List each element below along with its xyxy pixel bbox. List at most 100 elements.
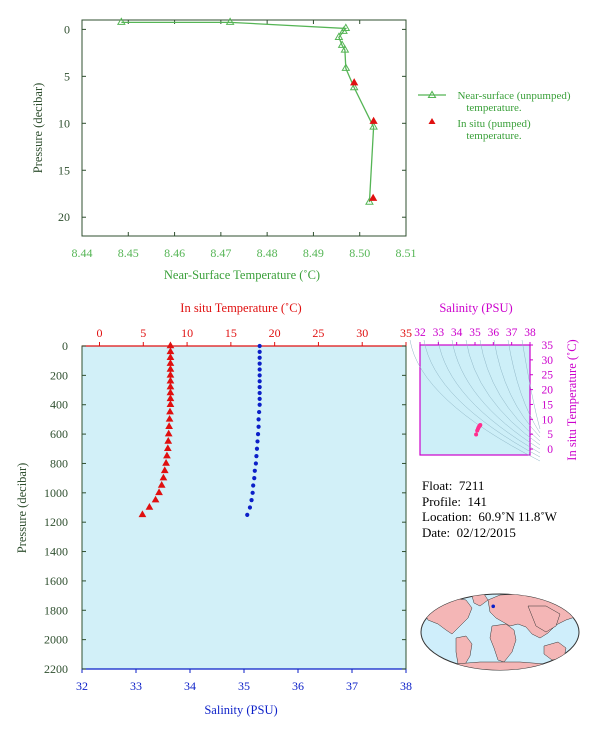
salinity-tick-label: 34 xyxy=(184,679,196,693)
ts-salinity-axis-label: Salinity (PSU) xyxy=(439,301,512,315)
legend-near-surface-label-line2: temperature. xyxy=(466,102,522,114)
salinity-point xyxy=(251,483,256,488)
ts-points xyxy=(474,422,483,437)
float-id-value: 7211 xyxy=(458,478,485,493)
ts-salinity-tick-label: 33 xyxy=(433,327,445,339)
temperature-tick-label: 5 xyxy=(140,326,146,340)
salinity-tick-label: 38 xyxy=(400,679,412,693)
float-id-label: Float: xyxy=(422,478,453,493)
near-surface-y-tick-label: 20 xyxy=(58,210,70,224)
salinity-point xyxy=(257,379,262,384)
near-surface-y-axis-label: Pressure (decibar) xyxy=(31,83,45,174)
pressure-tick-label: 0 xyxy=(62,339,68,353)
temperature-axis-label: In situ Temperature (˚C) xyxy=(180,301,301,315)
salinity-point xyxy=(257,409,262,415)
pressure-tick-label: 2200 xyxy=(44,662,68,676)
salinity-point xyxy=(252,476,257,481)
pressure-tick-label: 800 xyxy=(50,456,68,470)
ts-temperature-tick-label: 0 xyxy=(547,444,553,456)
ts-temperature-axis-label: In situ Temperature (˚C) xyxy=(565,339,579,460)
in-situ-point xyxy=(369,193,378,201)
near-surface-x-axis-label: Near-Surface Temperature (˚C) xyxy=(164,268,320,282)
depth-profile-plot-frame xyxy=(81,345,407,670)
salinity-point xyxy=(257,367,262,372)
location-row: Location: 60.9˚N 11.8˚W xyxy=(422,509,557,525)
legend-near-surface-marker xyxy=(427,90,437,99)
temperature-point xyxy=(151,495,160,503)
near-surface-x-tick-label: 8.51 xyxy=(396,246,417,260)
density-contour xyxy=(521,339,541,430)
near-surface-x-tick-label: 8.46 xyxy=(164,246,185,260)
ts-temperature-tick-label: 30 xyxy=(542,355,554,367)
salinity-point xyxy=(257,349,262,354)
salinity-tick-label: 37 xyxy=(346,679,358,693)
salinity-point xyxy=(257,402,262,407)
date-value: 02/12/2015 xyxy=(456,524,516,540)
salinity-point xyxy=(250,490,255,495)
profile-row: Profile: 141 xyxy=(422,494,557,510)
salinity-point xyxy=(255,431,261,437)
salinity-point xyxy=(247,505,253,510)
near-surface-series xyxy=(116,17,378,205)
salinity-point xyxy=(257,390,262,396)
density-contour xyxy=(409,339,541,462)
temperature-tick-label: 30 xyxy=(356,326,368,340)
ts-plot-frame xyxy=(419,344,531,456)
near-surface-y-tick-label: 5 xyxy=(64,69,70,83)
near-surface-panel: 8.44 8.45 8.46 8.47 8.48 8.49 8.50 8.51 0 5 10 15 2… xyxy=(31,17,571,282)
near-surface-point xyxy=(116,17,126,25)
salinity-point xyxy=(255,439,260,444)
ts-salinity-ticks: 32 33 34 35 36 37 38 xyxy=(414,327,536,345)
temperature-point xyxy=(166,400,175,408)
map-land-south-america xyxy=(455,635,473,667)
ts-temperature-tick-label: 5 xyxy=(547,429,553,441)
float-info: Float: 7211 Profile: 141 Location: 60.9˚… xyxy=(422,478,557,540)
near-surface-point xyxy=(369,122,378,130)
pressure-tick-label: 1400 xyxy=(44,545,68,559)
near-surface-x-tick-label: 8.47 xyxy=(210,246,231,260)
ts-temperature-tick-label: 35 xyxy=(542,340,554,352)
salinity-profile-points xyxy=(245,343,262,517)
salinity-point xyxy=(249,498,254,503)
near-surface-point xyxy=(225,17,235,25)
temperature-tick-label: 0 xyxy=(97,326,103,340)
location-value: 60.9˚N 11.8˚W xyxy=(478,509,557,524)
density-contour xyxy=(493,339,541,438)
temperature-tick-label: 20 xyxy=(269,326,281,340)
location-label: Location: xyxy=(422,509,472,524)
temperature-tick-label: 10 xyxy=(181,326,193,340)
ts-salinity-tick-label: 38 xyxy=(524,327,536,339)
map-land-asia-east xyxy=(527,605,561,633)
date-label: Date: xyxy=(422,524,451,540)
temperature-point xyxy=(145,503,154,510)
temperature-tick-label: 25 xyxy=(312,326,324,340)
depth-profile-panel: 0 5 10 15 20 25 30 35 32 33 34 35 36 37 38 0 200 400 600… xyxy=(15,301,412,717)
near-surface-plot-frame xyxy=(81,19,407,237)
ts-point xyxy=(474,432,479,437)
date-row: Date: 02/12/2015 xyxy=(422,525,557,541)
salinity-tick-label: 35 xyxy=(238,679,250,693)
density-contour xyxy=(451,339,541,450)
near-surface-x-tick-label: 8.49 xyxy=(303,246,324,260)
density-contour xyxy=(423,339,541,458)
salinity-point xyxy=(254,446,260,451)
ts-temperature-tick-label: 25 xyxy=(542,370,554,382)
salinity-point xyxy=(257,396,262,401)
ts-salinity-tick-label: 37 xyxy=(506,327,518,339)
salinity-point xyxy=(256,424,261,429)
temperature-ticks: 0 5 10 15 20 25 30 35 xyxy=(97,326,412,346)
map-land-africa xyxy=(489,623,517,663)
near-surface-point xyxy=(334,32,344,40)
near-surface-point xyxy=(365,197,374,205)
near-surface-point xyxy=(340,45,350,53)
pressure-tick-label: 1000 xyxy=(44,486,68,500)
float-location-map xyxy=(420,593,580,671)
near-surface-x-tick-label: 8.45 xyxy=(118,246,139,260)
ts-point xyxy=(475,428,480,433)
near-surface-y-tick-label: 0 xyxy=(64,22,70,36)
temperature-point xyxy=(164,429,173,437)
ts-temperature-tick-label: 10 xyxy=(542,414,554,426)
near-surface-legend: Near-surface (unpumped) temperature. In … xyxy=(418,90,571,142)
ts-salinity-tick-label: 36 xyxy=(488,327,500,339)
legend-in-situ-label-line2: temperature. xyxy=(466,130,522,142)
